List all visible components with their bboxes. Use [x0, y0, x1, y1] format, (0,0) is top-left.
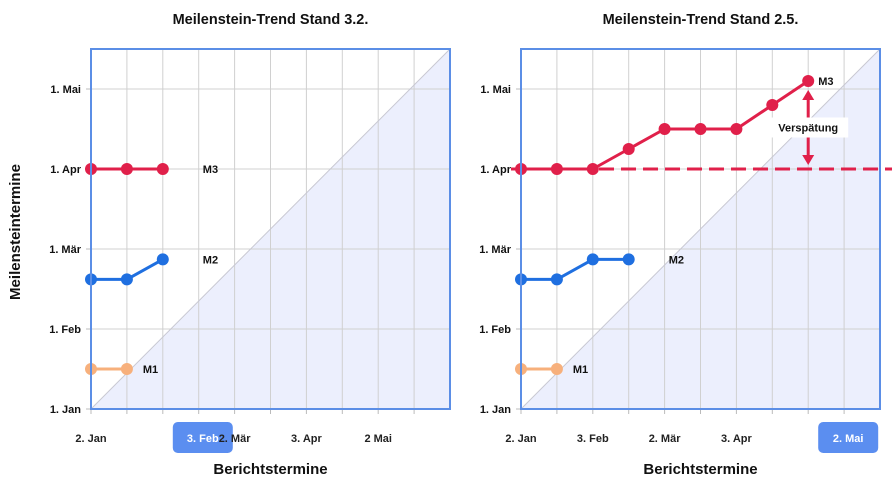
- y-tick-label: 1. Jan: [50, 404, 81, 416]
- x-axis-title: Berichtstermine: [213, 461, 327, 478]
- series-label-M2: M2: [669, 254, 684, 266]
- x-tick-label: 2. Mai: [833, 433, 864, 445]
- y-tick-label: 1. Feb: [49, 324, 81, 336]
- x-tick-highlight: [818, 422, 879, 453]
- data-point-M3: [730, 123, 743, 135]
- y-tick-label: 1. Mai: [480, 84, 511, 96]
- y-tick-label: 1. Mai: [50, 84, 81, 96]
- chart-right: Meilenstein-Trend Stand 2.5. 1. Jan 1. Feb…: [479, 12, 892, 478]
- data-point-M1: [120, 363, 133, 375]
- y-tick-label: 1. Mär: [479, 244, 512, 256]
- series-line-M2: [521, 257, 629, 281]
- x-tick-highlight: [172, 422, 233, 453]
- x-tick-label: 2. Mär: [649, 433, 682, 445]
- y-tick-label: 1. Apr: [480, 164, 511, 176]
- x-tick-label: 3. Feb: [577, 433, 609, 445]
- x-tick-label: 2. Jan: [75, 433, 106, 445]
- data-point-M3: [802, 75, 815, 87]
- data-point-M3: [658, 123, 671, 135]
- data-point-M3: [156, 163, 169, 175]
- plot-frame: [90, 48, 451, 410]
- delay-arrow-head-up: [802, 90, 815, 100]
- data-point-M3: [550, 163, 563, 175]
- data-point-M3: [694, 123, 707, 135]
- series-label-M1: M1: [573, 364, 588, 376]
- data-point-M3: [586, 163, 599, 175]
- series-label-M1: M1: [143, 364, 158, 376]
- data-point-M2: [586, 253, 599, 266]
- series-label-M3: M3: [818, 76, 833, 88]
- series-label-M3: M3: [203, 164, 218, 176]
- data-point-M1: [550, 363, 563, 375]
- plot-frame: [520, 48, 881, 410]
- x-tick-label: 3. Apr: [291, 433, 322, 445]
- data-point-M2: [622, 253, 635, 266]
- x-axis-title: Berichtstermine: [643, 461, 757, 478]
- delay-label-bg: [768, 117, 849, 138]
- diagonal-line: [90, 48, 451, 410]
- data-point-M2: [550, 273, 563, 286]
- x-tick-label: 2. Mär: [219, 433, 252, 445]
- x-tick-label: 2. Jan: [505, 433, 536, 445]
- data-point-M3: [766, 99, 779, 111]
- data-point-M2: [156, 253, 169, 266]
- diagonal-line: [520, 48, 881, 410]
- data-point-M2: [120, 273, 133, 286]
- data-point-M3: [120, 163, 133, 175]
- chart-title: Meilenstein-Trend Stand 2.5.: [603, 12, 799, 28]
- x-tick-label: 3. Apr: [721, 433, 752, 445]
- delay-arrow-head-down: [802, 155, 815, 165]
- y-tick-label: 1. Mär: [49, 244, 82, 256]
- y-tick-label: 1. Feb: [479, 324, 511, 336]
- y-tick-label: 1. Apr: [50, 164, 81, 176]
- x-tick-label: 3. Feb: [187, 433, 219, 445]
- delay-label: Verspätung: [778, 123, 838, 135]
- y-axis-title: Meilensteintermine: [7, 164, 24, 300]
- chart-left: Meilenstein-Trend Stand 3.2. 1. Jan 1. Feb…: [49, 12, 451, 478]
- chart-title: Meilenstein-Trend Stand 3.2.: [173, 12, 369, 28]
- series-label-M2: M2: [203, 254, 218, 266]
- y-tick-label: 1. Jan: [480, 404, 511, 416]
- x-tick-label: 2 Mai: [364, 433, 392, 445]
- data-point-M3: [622, 143, 635, 155]
